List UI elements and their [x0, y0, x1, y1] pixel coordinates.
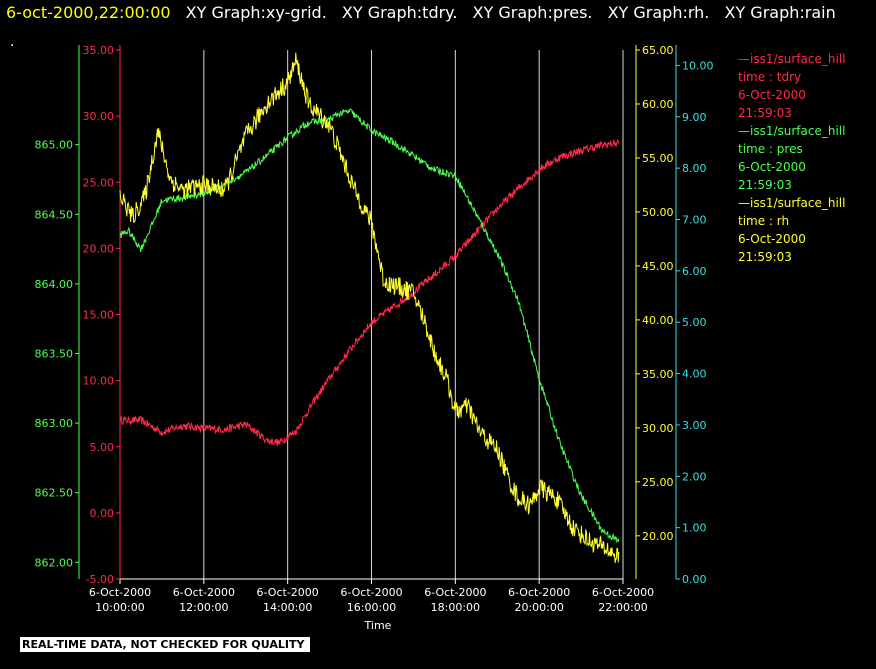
- y-tick-label-rh: 25.00: [642, 476, 674, 489]
- y-tick-label-rain: 9.00: [682, 111, 707, 124]
- y-tick-label-tdry: 25.00: [83, 176, 115, 189]
- y-tick-label-tdry: 0.00: [90, 507, 115, 520]
- y-tick-label-pres: 862.50: [35, 487, 74, 500]
- y-tick-label-pres: 862.00: [35, 556, 74, 569]
- x-tick-label: 6-Oct-2000: [592, 586, 654, 599]
- legend-field: time : pres: [738, 142, 803, 156]
- y-tick-label-rh: 50.00: [642, 206, 674, 219]
- y-tick-label-rh: 30.00: [642, 422, 674, 435]
- y-tick-label-tdry: 30.00: [83, 110, 115, 123]
- legend-series-line: —iss1/surface_hill: [738, 124, 846, 138]
- title-item-pres: XY Graph:pres.: [472, 3, 593, 22]
- y-tick-label-tdry: 35.00: [83, 44, 115, 57]
- x-axis-title: Time: [364, 619, 392, 632]
- series-line-rh: [119, 52, 620, 563]
- y-tick-label-rh: 35.00: [642, 368, 674, 381]
- title-time: 6-oct-2000,22:00:00: [6, 3, 171, 22]
- y-tick-label-pres: 865.00: [35, 139, 74, 152]
- y-tick-label-rh: 60.00: [642, 98, 674, 111]
- title-bar: 6-oct-2000,22:00:00 XY Graph:xy-grid. XY…: [6, 3, 846, 22]
- x-tick-label: 6-Oct-2000: [424, 586, 486, 599]
- x-tick-label: 22:00:00: [598, 601, 647, 614]
- y-tick-label-rain: 10.00: [682, 59, 714, 72]
- legend-series-line: —iss1/surface_hill: [738, 52, 846, 66]
- legend-date: 6-Oct-2000: [738, 88, 806, 102]
- x-tick-label: 6-Oct-2000: [89, 586, 151, 599]
- quality-disclaimer: REAL-TIME DATA, NOT CHECKED FOR QUALITY: [20, 637, 311, 652]
- x-tick-label: 6-Oct-2000: [257, 586, 319, 599]
- y-tick-label-rh: 40.00: [642, 314, 674, 327]
- legend-time: 21:59:03: [738, 250, 792, 264]
- title-item-rain: XY Graph:rain: [724, 3, 836, 22]
- legend-date: 6-Oct-2000: [738, 232, 806, 246]
- legend-field: time : rh: [738, 214, 790, 228]
- title-item-xy-grid: XY Graph:xy-grid.: [185, 3, 327, 22]
- x-tick-label: 14:00:00: [263, 601, 312, 614]
- y-tick-label-tdry: 5.00: [90, 441, 115, 454]
- header-dot: .: [10, 34, 15, 50]
- y-tick-label-rain: 1.00: [682, 522, 707, 535]
- y-tick-label-tdry: 20.00: [83, 242, 115, 255]
- x-tick-label: 10:00:00: [95, 601, 144, 614]
- y-tick-label-rh: 20.00: [642, 530, 674, 543]
- legend-time: 21:59:03: [738, 106, 792, 120]
- y-tick-label-rain: 5.00: [682, 316, 707, 329]
- y-tick-label-rain: 2.00: [682, 470, 707, 483]
- x-tick-label: 12:00:00: [179, 601, 228, 614]
- legend-date: 6-Oct-2000: [738, 160, 806, 174]
- y-tick-label-rh: 45.00: [642, 260, 674, 273]
- legend-entry-pres: —iss1/surface_hill time : pres 6-Oct-200…: [738, 122, 845, 194]
- y-tick-label-rain: 8.00: [682, 162, 707, 175]
- y-tick-label-rain: 0.00: [682, 573, 707, 586]
- x-tick-label: 6-Oct-2000: [173, 586, 235, 599]
- y-tick-label-rain: 6.00: [682, 265, 707, 278]
- y-tick-label-tdry: 15.00: [83, 309, 115, 322]
- y-tick-label-rain: 7.00: [682, 213, 707, 226]
- legend-time: 21:59:03: [738, 178, 792, 192]
- y-tick-label-pres: 863.50: [35, 347, 74, 360]
- y-tick-label-rh: 55.00: [642, 152, 674, 165]
- y-tick-label-rain: 3.00: [682, 419, 707, 432]
- legend-field: time : tdry: [738, 70, 802, 84]
- y-tick-label-rh: 65.00: [642, 44, 674, 57]
- y-tick-label-tdry: 10.00: [83, 375, 115, 388]
- x-tick-label: 20:00:00: [514, 601, 563, 614]
- legend-entry-tdry: —iss1/surface_hill time : tdry 6-Oct-200…: [738, 50, 845, 122]
- x-tick-label: 6-Oct-2000: [340, 586, 402, 599]
- y-tick-label-pres: 864.50: [35, 208, 74, 221]
- legend: —iss1/surface_hill time : tdry 6-Oct-200…: [738, 50, 845, 266]
- x-tick-label: 16:00:00: [347, 601, 396, 614]
- series-line-tdry: [119, 139, 620, 447]
- legend-entry-rh: —iss1/surface_hill time : rh 6-Oct-2000 …: [738, 194, 845, 266]
- y-tick-label-rain: 4.00: [682, 368, 707, 381]
- x-tick-label: 18:00:00: [431, 601, 480, 614]
- legend-series-line: —iss1/surface_hill: [738, 196, 846, 210]
- title-item-rh: XY Graph:rh.: [607, 3, 710, 22]
- y-tick-label-pres: 864.00: [35, 278, 74, 291]
- y-tick-label-tdry: -5.00: [86, 573, 114, 586]
- y-tick-label-pres: 863.00: [35, 417, 74, 430]
- title-item-tdry: XY Graph:tdry.: [341, 3, 458, 22]
- series-line-pres: [119, 108, 620, 544]
- x-tick-label: 6-Oct-2000: [508, 586, 570, 599]
